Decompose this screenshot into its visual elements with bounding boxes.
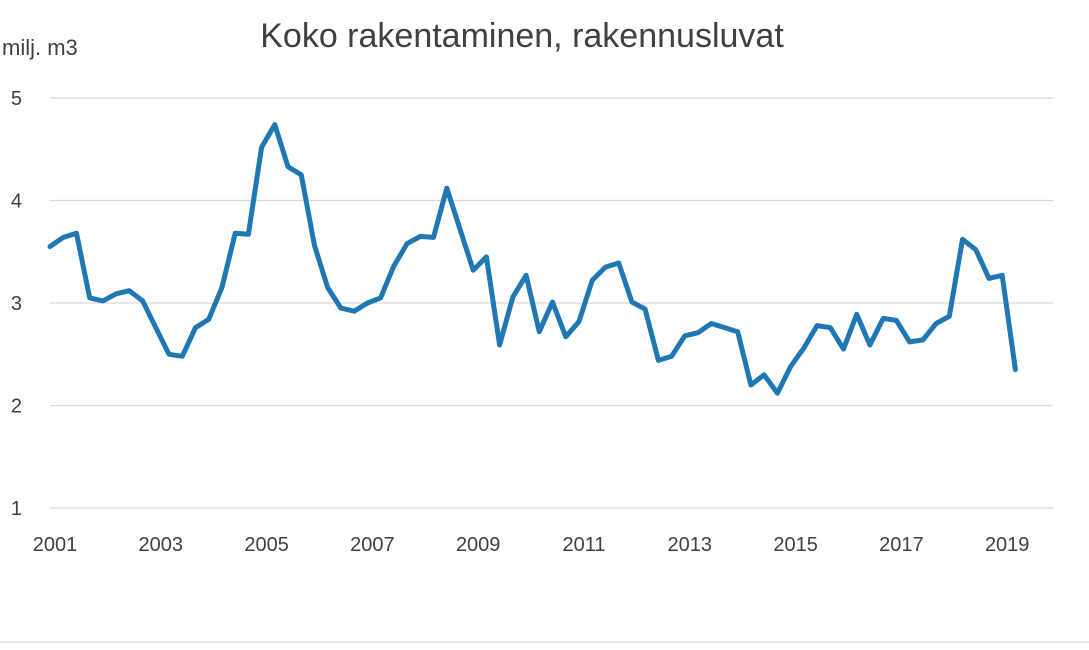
y-axis-unit-label: milj. m3 bbox=[2, 35, 78, 60]
x-tick-label: 2011 bbox=[562, 534, 605, 556]
y-tick-label: 4 bbox=[11, 191, 22, 213]
series-line-0 bbox=[47, 122, 1018, 396]
x-tick-label: 2007 bbox=[350, 534, 395, 556]
x-tick-label: 2015 bbox=[773, 534, 818, 556]
y-tick-label: 2 bbox=[11, 396, 22, 418]
x-tick-label: 2009 bbox=[456, 534, 501, 556]
y-tick-label: 3 bbox=[11, 293, 22, 315]
y-tick-labels: 1 2 3 4 5 bbox=[11, 88, 22, 520]
x-tick-label: 2005 bbox=[244, 534, 289, 556]
series-layer bbox=[47, 122, 1018, 396]
y-tick-label: 1 bbox=[11, 498, 22, 520]
x-tick-label: 2017 bbox=[879, 534, 924, 556]
chart-title: Koko rakentaminen, rakennusluvat bbox=[260, 17, 784, 55]
x-tick-label: 2013 bbox=[668, 534, 713, 556]
y-tick-label: 5 bbox=[11, 88, 22, 110]
x-tick-label: 2019 bbox=[985, 534, 1030, 556]
x-tick-label: 2001 bbox=[33, 534, 78, 556]
x-tick-labels: 2001 2003 2005 2007 2009 2011 2013 2015 2017 2019 bbox=[33, 534, 1030, 556]
x-tick-label: 2003 bbox=[139, 534, 184, 556]
